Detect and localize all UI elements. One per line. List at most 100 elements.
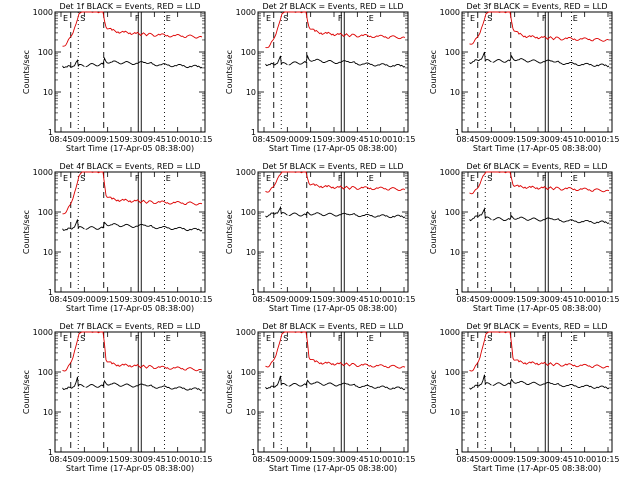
event-marker-label: E [166,14,171,23]
y-tick-label: 1 [455,128,460,137]
x-tick-label: 09:00 [276,455,299,464]
event-marker-label: E [166,174,171,183]
y-tick-label: 100 [241,48,256,57]
x-axis-label: Start Time (17-Apr-05 08:38:00) [269,304,397,313]
chart-title: Det 8f BLACK = Events, RED = LLD [262,322,403,331]
detector-panel: Det 4f BLACK = Events, RED = LLD 1 10 100 10… [22,162,213,313]
x-tick-label: 08:45 [456,455,479,464]
x-axis-label: Start Time (17-Apr-05 08:38:00) [269,464,397,473]
event-marker-label: S [487,174,492,183]
chart-title: Det 9f BLACK = Events, RED = LLD [466,322,607,331]
x-tick-label: 09:15 [299,455,322,464]
x-tick-label: 09:45 [143,135,166,144]
event-marker-label: F [135,174,140,183]
x-tick-label: 10:00 [166,455,189,464]
y-axis-label: Counts/sec [22,50,31,94]
x-tick-label: 10:15 [189,135,212,144]
x-tick-label: 09:00 [480,455,503,464]
x-axis-label: Start Time (17-Apr-05 08:38:00) [66,304,194,313]
event-marker-label: S [80,334,85,343]
y-tick-label: 1 [455,448,460,457]
detector-panel: Det 6f BLACK = Events, RED = LLD 1 10 100 10… [429,162,620,313]
chart-title: Det 4f BLACK = Events, RED = LLD [59,162,200,171]
x-tick-label: 09:45 [550,295,573,304]
event-marker-label: S [80,174,85,183]
chart-title: Det 2f BLACK = Events, RED = LLD [262,2,403,11]
y-tick-label: 1000 [440,328,460,337]
y-tick-label: 1 [251,128,256,137]
x-tick-label: 09:30 [322,455,345,464]
event-marker-label: E [266,14,271,23]
detector-panel: Det 1f BLACK = Events, RED = LLD 1 10 100 10… [22,2,213,153]
x-tick-label: 08:45 [456,295,479,304]
x-axis-label: Start Time (17-Apr-05 08:38:00) [473,304,601,313]
x-tick-label: 10:00 [573,135,596,144]
y-axis-label: Counts/sec [225,370,234,414]
events-series-line [492,54,610,68]
events-series-line [62,376,85,391]
events-series-line [85,221,203,232]
event-marker-label: F [542,334,547,343]
x-tick-label: 09:00 [276,135,299,144]
event-marker-label: S [283,174,288,183]
events-series-line [469,374,492,390]
y-axis-label: Counts/sec [429,210,438,254]
x-tick-label: 09:15 [503,455,526,464]
x-tick-label: 10:00 [573,295,596,304]
y-tick-label: 1000 [236,168,256,177]
event-marker-label: S [487,334,492,343]
x-tick-label: 10:15 [392,295,415,304]
event-marker-label: E [369,334,374,343]
detector-panel: Det 5f BLACK = Events, RED = LLD 1 10 100 10… [225,162,416,313]
y-tick-label: 1 [251,288,256,297]
detector-panel: Det 9f BLACK = Events, RED = LLD 1 10 100 10… [429,322,620,473]
lld-series-line [62,11,203,47]
x-tick-label: 10:00 [369,135,392,144]
x-tick-label: 09:15 [299,135,322,144]
x-tick-label: 08:45 [252,135,275,144]
lld-series-line [265,171,406,193]
x-tick-label: 10:00 [573,455,596,464]
event-marker-label: S [283,14,288,23]
x-tick-label: 09:45 [346,295,369,304]
x-tick-label: 08:45 [252,295,275,304]
events-series-line [492,215,610,225]
event-marker-label: F [338,14,343,23]
y-axis-label: Counts/sec [225,210,234,254]
y-tick-label: 1 [48,128,53,137]
y-tick-label: 10 [43,248,53,257]
x-tick-label: 09:00 [73,135,96,144]
y-tick-label: 1 [48,448,53,457]
x-tick-label: 09:15 [503,295,526,304]
y-tick-label: 100 [241,368,256,377]
y-tick-label: 100 [445,368,460,377]
x-tick-label: 09:00 [276,295,299,304]
x-tick-label: 08:45 [49,295,72,304]
chart-title: Det 1f BLACK = Events, RED = LLD [59,2,200,11]
x-tick-label: 10:15 [189,455,212,464]
event-marker-label: E [166,334,171,343]
y-axis-label: Counts/sec [22,210,31,254]
event-marker-label: E [470,174,475,183]
event-marker-label: E [470,14,475,23]
events-series-line [85,379,203,392]
x-tick-label: 10:00 [166,135,189,144]
y-tick-label: 10 [450,408,460,417]
y-tick-label: 100 [445,48,460,57]
y-tick-label: 1000 [33,168,53,177]
y-tick-label: 10 [246,248,256,257]
events-series-line [265,205,288,218]
x-tick-label: 09:30 [526,455,549,464]
lld-series-line [265,331,406,369]
x-tick-label: 09:45 [550,135,573,144]
y-tick-label: 100 [241,208,256,217]
y-axis-label: Counts/sec [429,50,438,94]
y-tick-label: 100 [38,208,53,217]
event-marker-label: F [338,174,343,183]
chart-title: Det 5f BLACK = Events, RED = LLD [262,162,403,171]
x-tick-label: 09:30 [119,135,142,144]
detector-panel: Det 7f BLACK = Events, RED = LLD 1 10 100 10… [22,322,213,473]
event-marker-label: E [470,334,475,343]
plot-frame [461,171,613,293]
